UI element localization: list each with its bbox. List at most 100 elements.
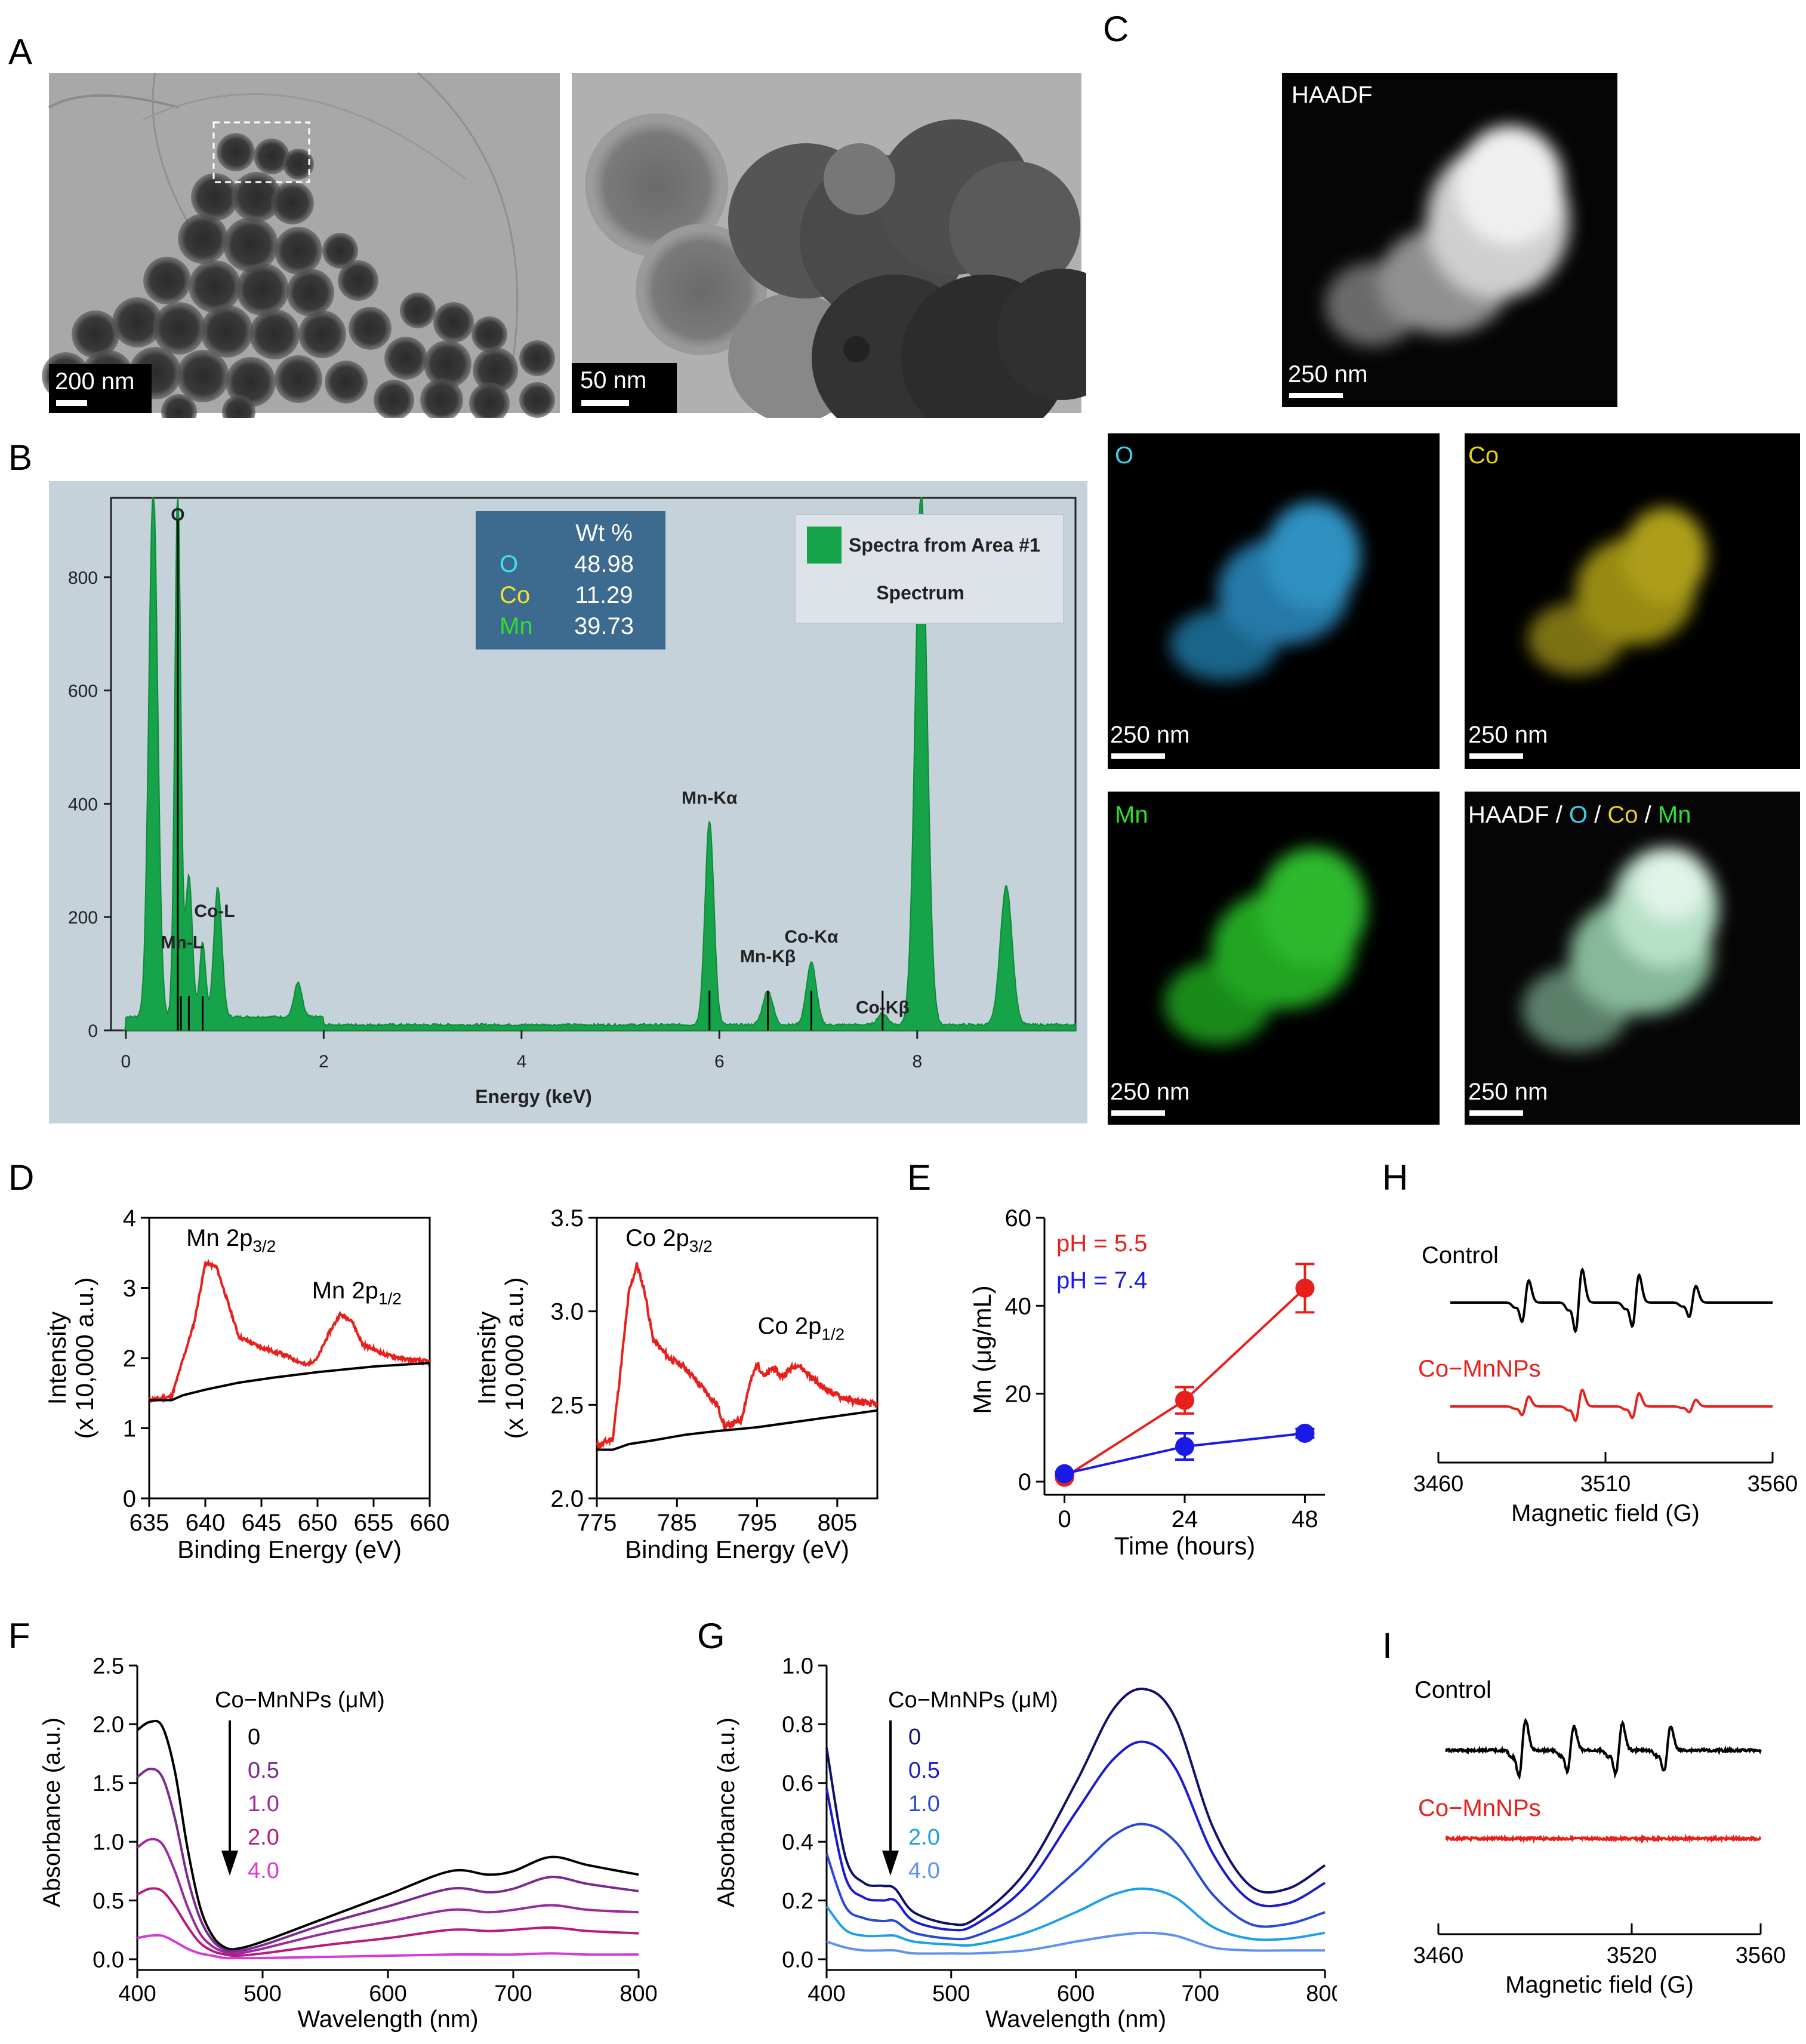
x-tick-label: 700	[494, 1981, 532, 2006]
absorbance-series-line	[825, 1823, 1326, 1941]
absorbance-series-line	[136, 1768, 639, 1953]
weight-table-header: Wt %	[575, 520, 633, 546]
legend-arrow-head	[221, 1851, 238, 1876]
y-tick-label: 1.0	[93, 1830, 124, 1855]
y-tick-label: 0	[88, 1021, 98, 1041]
epr-trace-line	[1450, 1389, 1773, 1423]
weight-table-element: O	[500, 551, 518, 577]
legend-arrow-head	[882, 1851, 899, 1876]
x-axis-label: Magnetic field (G)	[1505, 1972, 1694, 1998]
peak-annotation: Co-Kβ	[856, 998, 910, 1018]
x-tick-label: 24	[1172, 1506, 1198, 1532]
x-tick-label: 3560	[1736, 1943, 1786, 1968]
y-tick-label: 2.5	[93, 1654, 124, 1679]
x-tick-label: 660	[410, 1510, 450, 1536]
legend-swatch	[807, 527, 842, 564]
trace-label: Co−MnNPs	[1418, 1356, 1541, 1382]
x-tick-label: 400	[118, 1981, 156, 2006]
peak-annotation: Mn-L	[161, 932, 204, 952]
y-tick-label: 0.2	[782, 1889, 813, 1914]
map-co-scale-label: 250 nm	[1468, 722, 1548, 748]
legend-entry: 0	[908, 1725, 921, 1750]
weight-table-background	[476, 511, 665, 649]
x-tick-label: 0	[121, 1052, 131, 1072]
x-tick-label: 650	[298, 1510, 338, 1536]
element-map-overlay: HAADF / O / Co / Mn 250 nm	[1465, 792, 1800, 1125]
element-map-mn: Mn 250 nm	[1108, 792, 1440, 1125]
data-point	[1055, 1464, 1074, 1483]
tem-right-scale-label: 50 nm	[580, 367, 646, 393]
weight-table-value: 39.73	[574, 613, 634, 639]
x-tick-label: 800	[1306, 1981, 1337, 2006]
map-mn-scale-bar	[1111, 1110, 1165, 1116]
xps-peak-annotation: Co 2p1/2	[758, 1313, 845, 1343]
absorbance-series-line	[825, 1740, 1326, 1932]
x-tick-label: 0	[1058, 1506, 1071, 1532]
x-tick-label: 655	[354, 1510, 394, 1536]
chart-e-mn-release: 0 24 48 0 20 40 60 Time (hours) Mn (μg/mL) pH = 5…	[968, 1205, 1325, 1560]
haadf-image: HAADF 250 nm	[1282, 73, 1617, 407]
x-tick-label: 500	[932, 1981, 970, 2006]
y-axis-label: Intensity	[473, 1312, 501, 1405]
panel-letter-d: D	[8, 1158, 35, 1198]
y-tick-label: 0.6	[782, 1771, 813, 1796]
x-tick-label: 795	[737, 1510, 777, 1536]
legend-sub: Spectrum	[876, 582, 964, 604]
y-tick-label: 0	[1018, 1469, 1031, 1495]
trace-label: Control	[1414, 1677, 1491, 1703]
weight-table-element: Mn	[500, 613, 533, 639]
y-tick-label: 2.0	[93, 1713, 124, 1738]
x-axis-label: Energy (keV)	[475, 1086, 592, 1107]
xps-series-line	[148, 1258, 430, 1404]
legend-entry: 0	[248, 1725, 260, 1750]
y-tick-label: 0.8	[782, 1713, 813, 1738]
absorbance-series-line	[136, 1719, 639, 1951]
y-tick-label: 200	[68, 908, 98, 928]
x-axis-label: Wavelength (nm)	[985, 2006, 1166, 2033]
y-tick-label: 3.5	[550, 1205, 584, 1232]
x-axis-label: Binding Energy (eV)	[177, 1535, 402, 1563]
chart-h-epr: Control Co−MnNPs 3460 3510 3560 Magnetic fiel…	[1413, 1242, 1798, 1526]
tem-right-scale-bar	[581, 400, 629, 406]
x-tick-label: 500	[244, 1981, 281, 2006]
y-tick-label: 0.5	[93, 1889, 124, 1914]
trace-label: Control	[1422, 1242, 1499, 1269]
epr-trace-line	[1445, 1833, 1762, 1844]
absorbance-series-line	[825, 1887, 1326, 1947]
overlay-label: HAADF / O / Co / Mn	[1468, 802, 1691, 828]
chart-i-epr: Control Co−MnNPs 3460 3520 3560 Magnetic fiel…	[1413, 1677, 1786, 1998]
xps-peak-annotation: Mn 2p3/2	[186, 1225, 276, 1255]
legend-entry: 1.0	[248, 1791, 279, 1817]
element-map-co: Co 250 nm	[1465, 433, 1800, 769]
y-tick-label: 600	[68, 682, 98, 701]
y-tick-label: 400	[68, 795, 98, 814]
peak-annotation: Mn-Kβ	[740, 947, 796, 966]
chart-d-mn-xps: 635 640 645 650 655 660 0 1 2 3 4 Binding Energy (e…	[43, 1205, 450, 1563]
xps-series-line	[597, 1409, 878, 1451]
weight-table-element: Co	[500, 582, 530, 608]
data-point	[1295, 1423, 1315, 1443]
absorbance-series-line	[136, 1837, 639, 1955]
map-o-scale-label: 250 nm	[1110, 722, 1189, 748]
x-tick-label: 700	[1182, 1981, 1219, 2006]
trace-label: Co−MnNPs	[1418, 1795, 1541, 1821]
absorbance-series-line	[825, 1688, 1326, 1926]
x-tick-label: 3460	[1413, 1472, 1464, 1497]
weight-table-value: 11.29	[575, 582, 633, 608]
panel-c-elemental-maps: HAADF 250 nm O 250 nm Co 250 nm	[1108, 73, 1800, 1125]
y-tick-label: 40	[1005, 1293, 1032, 1319]
data-point	[1175, 1437, 1194, 1457]
x-tick-label: 600	[369, 1981, 406, 2006]
y-tick-label: 4	[123, 1205, 136, 1232]
plot-frame	[596, 1217, 879, 1500]
legend-title: Co−MnNPs (μM)	[215, 1688, 385, 1713]
tem-image-left: 200 nm	[42, 72, 560, 418]
y-axis-label: Absorbance (a.u.)	[713, 1717, 739, 1907]
map-co-label: Co	[1468, 442, 1499, 469]
legend-entry: pH = 5.5	[1056, 1230, 1147, 1257]
map-mn-scale-label: 250 nm	[1110, 1079, 1189, 1105]
panel-letter-a: A	[8, 32, 33, 72]
x-tick-label: 3460	[1413, 1943, 1464, 1968]
legend-entry: pH = 7.4	[1056, 1267, 1147, 1294]
panel-letter-i: I	[1382, 1626, 1392, 1666]
